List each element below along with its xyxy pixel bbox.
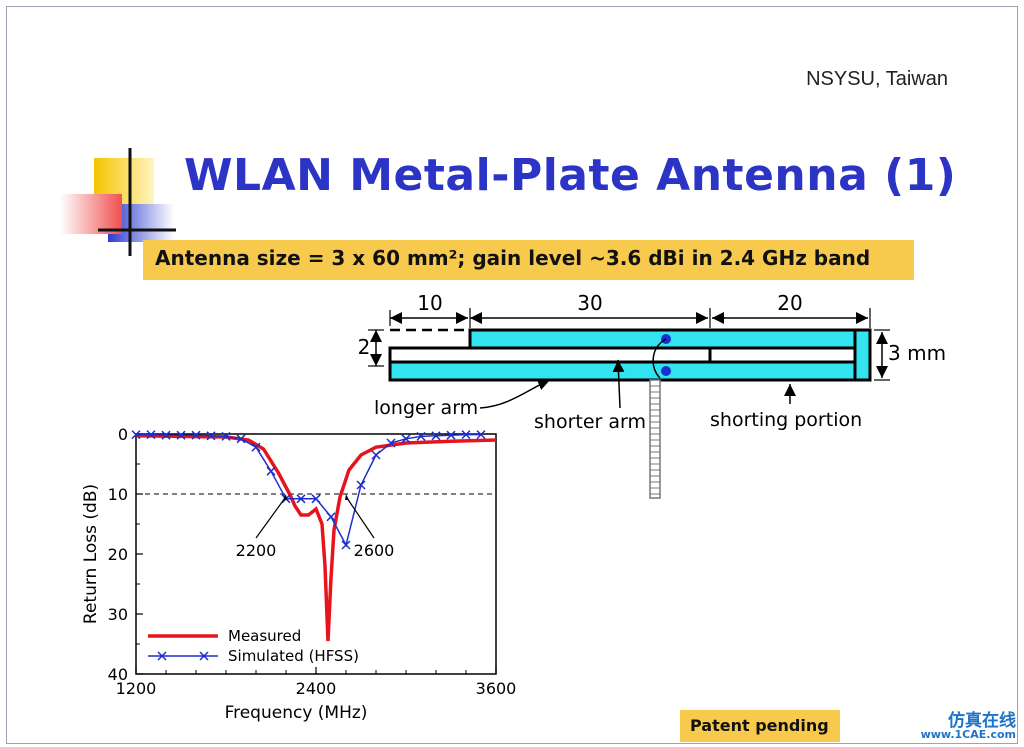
dim-label-middle: 30: [577, 291, 602, 315]
watermark-text: 仿真在线: [948, 711, 1016, 731]
simulated-point: [161, 430, 171, 440]
legend-label-simulated: Simulated (HFSS): [228, 647, 359, 665]
annotation-arrow: [346, 497, 375, 539]
simulated-point: [356, 480, 366, 490]
simulated-point: [221, 431, 231, 441]
annotation-arrowhead: [345, 494, 349, 500]
simulated-point: [176, 430, 186, 440]
y-tick-label-30: 30: [108, 605, 128, 624]
simulated-point: [476, 430, 486, 440]
watermark-url: www.1CAE.com: [920, 728, 1016, 741]
subtitle-banner: Antenna size = 3 x 60 mm²; gain level ~3…: [143, 240, 914, 280]
annotation-arrow: [255, 497, 286, 539]
simulated-point: [206, 431, 216, 441]
x-tick-label-2400: 2400: [296, 679, 337, 698]
simulated-point: [311, 494, 321, 504]
patent-badge: Patent pending: [680, 710, 840, 742]
annotation-arrowhead: [283, 494, 287, 500]
simulated-point: [326, 512, 336, 522]
dim-label-gap: 2: [358, 335, 371, 359]
simulated-point: [431, 431, 441, 441]
dim-label-height: 3 mm: [888, 341, 946, 365]
simulated-point: [416, 431, 426, 441]
shorter-arm-shape: [388, 346, 712, 364]
simulated-point: [251, 442, 261, 452]
annotation-label-2200: 2200: [236, 541, 277, 560]
x-tick-label-3600: 3600: [476, 679, 517, 698]
simulated-point: [131, 430, 141, 440]
organization-label: NSYSU, Taiwan: [806, 68, 948, 90]
y-tick-label-0: 0: [118, 425, 128, 444]
annotation-label-2600: 2600: [354, 541, 395, 560]
y-axis-label: Return Loss (dB): [81, 484, 101, 624]
simulated-point: [191, 430, 201, 440]
y-tick-label-20: 20: [108, 545, 128, 564]
simulated-point: [236, 434, 246, 444]
legend-label-measured: Measured: [228, 627, 301, 645]
plot-area: [135, 433, 497, 675]
antenna-diagram: 10 30 20 2 3 mm longer arm shorter arm s…: [358, 291, 946, 499]
label-longer-arm: longer arm: [374, 397, 478, 419]
slide-title: WLAN Metal-Plate Antenna (1): [184, 150, 957, 201]
y-tick-label-10: 10: [108, 485, 128, 504]
series-line-simulated: [136, 433, 481, 548]
decorative-corner-graphic: [60, 148, 176, 256]
simulated-point: [446, 430, 456, 440]
series-line-measured: [135, 434, 497, 642]
label-shorting-portion: shorting portion: [710, 409, 862, 431]
simulated-point: [341, 540, 351, 550]
x-axis-label: Frequency (MHz): [225, 703, 368, 723]
simulated-point: [146, 430, 156, 440]
dim-label-right: 20: [777, 291, 802, 315]
coaxial-cable: [649, 379, 661, 499]
legend-marker: [157, 651, 167, 661]
simulated-point: [266, 466, 276, 476]
y-tick-label-40: 40: [108, 665, 128, 684]
simulated-point: [386, 438, 396, 448]
dim-label-left: 10: [417, 291, 442, 315]
simulated-point: [371, 450, 381, 460]
x-tick-label-1200: 1200: [116, 679, 157, 698]
label-shorter-arm: shorter arm: [534, 411, 646, 433]
legend-marker: [199, 651, 209, 661]
simulated-point: [461, 430, 471, 440]
simulated-point: [401, 434, 411, 444]
simulated-point: [296, 494, 306, 504]
